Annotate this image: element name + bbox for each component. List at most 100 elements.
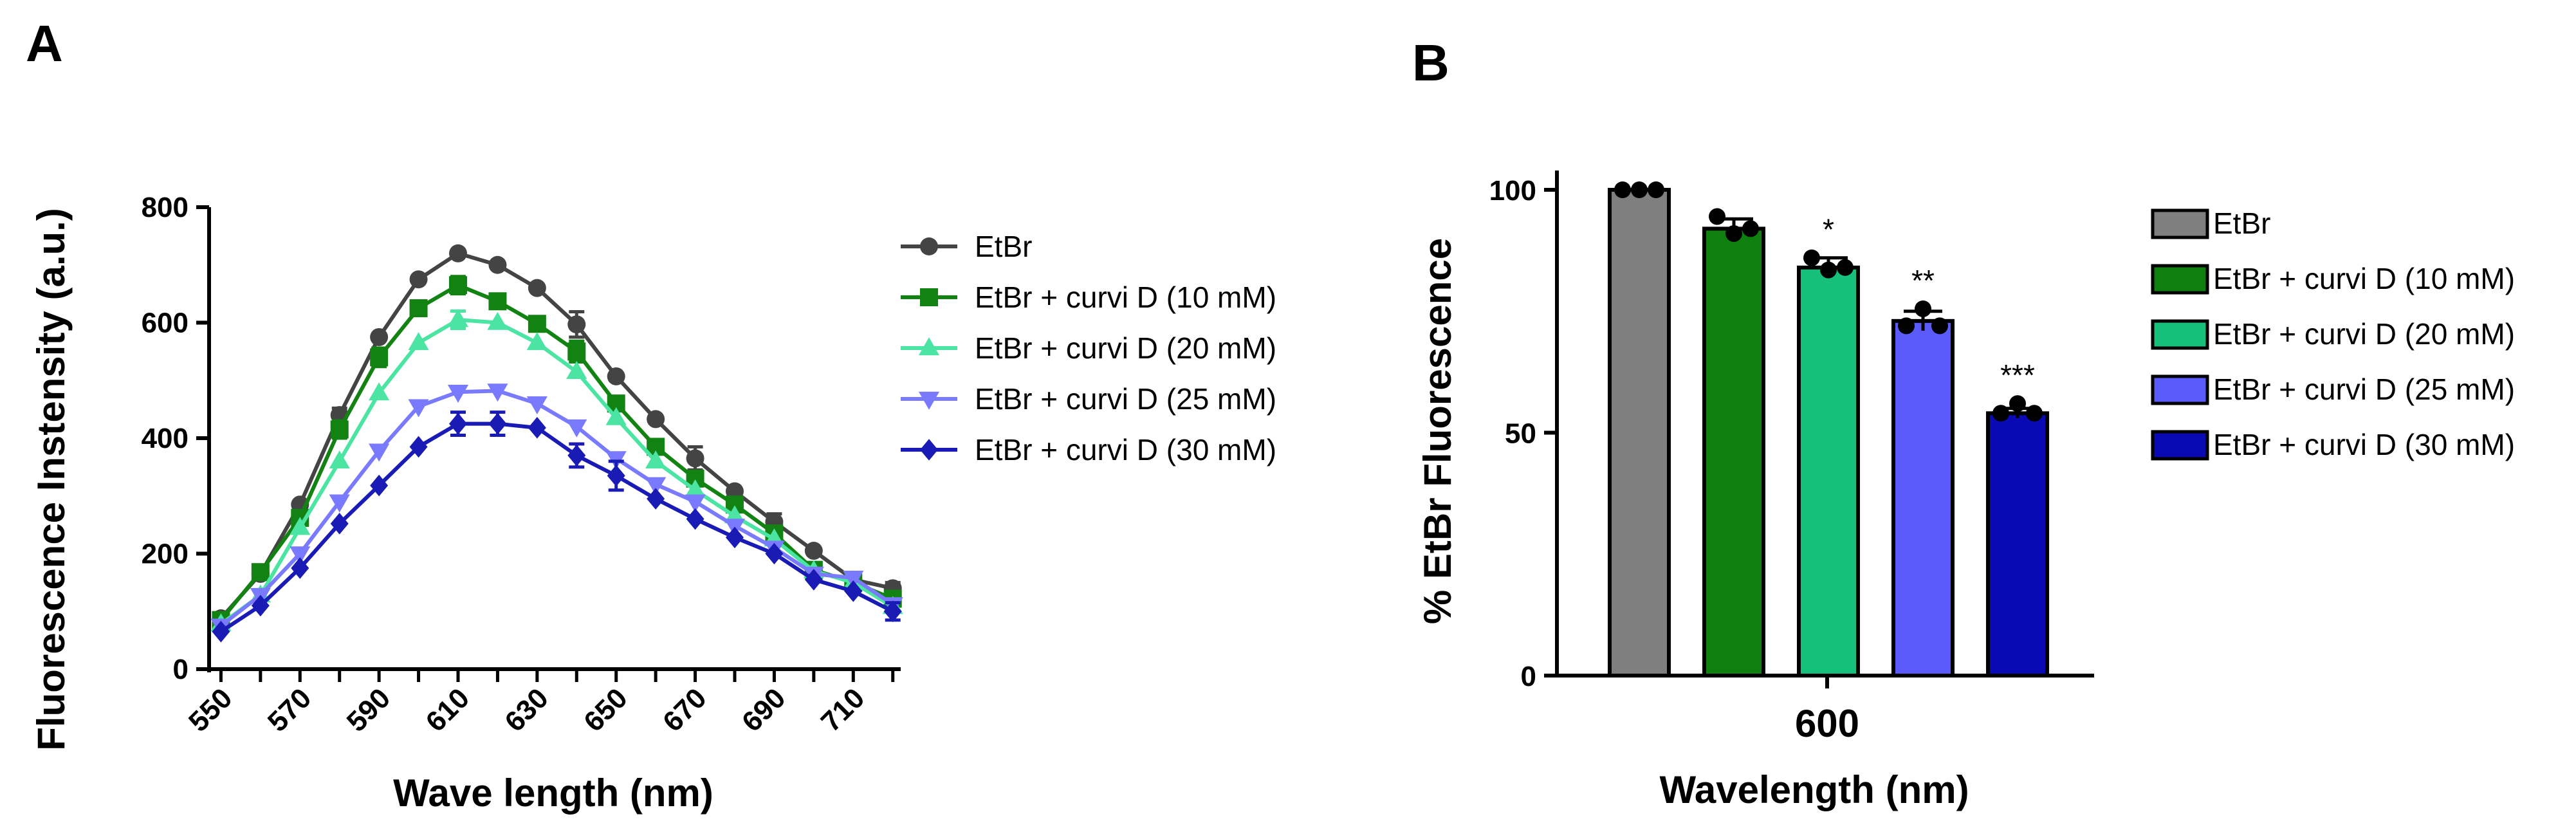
panel-a-data-point bbox=[290, 546, 311, 565]
panel-a-data-point bbox=[447, 309, 469, 327]
panel-a-data-point bbox=[487, 311, 508, 330]
panel-b-legend-label: EtBr + curvi D (10 mM) bbox=[2213, 262, 2515, 295]
panel-b-y-tick-label: 100 bbox=[1489, 175, 1536, 207]
panel-a-data-point bbox=[844, 580, 863, 602]
panel-b-legend-label: EtBr + curvi D (30 mM) bbox=[2213, 428, 2515, 461]
panel-b-data-point bbox=[1992, 405, 2009, 422]
panel-a-data-point bbox=[528, 279, 546, 297]
panel-b-legend-label: EtBr + curvi D (25 mM) bbox=[2213, 373, 2515, 406]
panel-a-data-point bbox=[409, 436, 428, 458]
panel-b-ylabel: % EtBr Fluorescence bbox=[1416, 238, 1459, 624]
panel-b-data-point bbox=[1837, 259, 1854, 276]
panel-a-data-point bbox=[607, 367, 625, 385]
panel-a-data-point bbox=[330, 420, 349, 439]
panel-b-y-tick-label: 0 bbox=[1521, 661, 1536, 692]
panel-b-data-point bbox=[1742, 220, 1759, 237]
panel-a-series-line bbox=[219, 421, 894, 634]
panel-b-significance-label: * bbox=[1823, 213, 1834, 246]
panel-a-y-tick-label: 800 bbox=[142, 192, 189, 223]
panel-a-data-point bbox=[487, 383, 508, 402]
panel-a-data-point bbox=[647, 410, 665, 429]
panel-a-legend-marker bbox=[920, 439, 938, 461]
panel-a-data-point bbox=[804, 569, 823, 591]
panel-a-y-tick-label: 600 bbox=[142, 308, 189, 339]
panel-a-data-point bbox=[566, 360, 587, 379]
panel-b-group-label: 600 bbox=[1795, 702, 1859, 745]
panel-a-data-point bbox=[605, 407, 627, 425]
panel-a-data-point bbox=[843, 570, 864, 589]
panel-a-data-point bbox=[329, 450, 350, 469]
panel-a-data-point bbox=[449, 412, 467, 435]
panel-b-significance-label: *** bbox=[2000, 358, 2035, 392]
panel-a-legend-marker bbox=[918, 337, 940, 356]
panel-a-data-point bbox=[409, 299, 428, 318]
panel-a-data-point bbox=[370, 348, 389, 367]
panel-b-data-point bbox=[2026, 405, 2043, 422]
panel-a-data-point bbox=[409, 270, 428, 289]
panel-a-x-tick-label: 590 bbox=[341, 682, 397, 738]
panel-a-x-tick-label: 610 bbox=[420, 682, 476, 738]
panel-b-bar bbox=[1608, 188, 1671, 678]
panel-b-bar bbox=[1986, 411, 2049, 678]
panel-a-data-point bbox=[765, 542, 784, 565]
panel-b-bar bbox=[1797, 265, 1860, 678]
panel-a-data-point bbox=[370, 474, 389, 497]
panel-b-data-point bbox=[1648, 181, 1664, 198]
panel-a-data-point bbox=[329, 494, 350, 513]
panel-b-bar bbox=[1891, 318, 1955, 678]
panel-a-data-point bbox=[330, 513, 349, 535]
panel-b-significance-label: ** bbox=[1911, 264, 1935, 297]
panel-a-data-point bbox=[567, 342, 586, 361]
panel-a-data-point bbox=[291, 557, 309, 579]
panel-b-legend: EtBr EtBr + curvi D (10 mM) EtBr + curvi D… bbox=[2151, 207, 2515, 461]
panel-a-data-point bbox=[567, 315, 586, 334]
panel-a-data-point bbox=[290, 517, 311, 535]
panel-a-data-point bbox=[526, 396, 547, 414]
panel-a-legend-marker bbox=[920, 237, 938, 255]
panel-b-legend-swatch bbox=[2151, 430, 2209, 461]
panel-b-legend-swatch bbox=[2151, 319, 2209, 350]
panel-b-data-point bbox=[1614, 181, 1631, 198]
panel-b-data-point bbox=[1820, 261, 1837, 279]
panel-a-data-point bbox=[212, 620, 230, 643]
panel-a-data-point bbox=[447, 385, 469, 403]
panel-a-data-point bbox=[369, 443, 390, 462]
panel-b-xlabel: Wavelength (nm) bbox=[1659, 768, 1969, 811]
panel-a-data-point bbox=[685, 494, 706, 513]
panel-a-data-point bbox=[726, 526, 744, 549]
panel-a-data-point bbox=[528, 417, 546, 439]
panel-a-y-tick-label: 200 bbox=[142, 539, 189, 570]
panel-a-data-point bbox=[488, 255, 507, 274]
panel-a-data-point bbox=[804, 542, 823, 560]
panel-a-data-point bbox=[645, 477, 667, 495]
panel-a-legend-label: EtBr + curvi D (20 mM) bbox=[975, 331, 1276, 365]
panel-b-label: B bbox=[1412, 34, 1449, 91]
panel-a-data-point bbox=[645, 450, 667, 469]
panel-a-x-tick-label: 550 bbox=[183, 682, 239, 738]
panel-a-legend-label: EtBr + curvi D (10 mM) bbox=[975, 281, 1276, 314]
panel-a-data-point bbox=[526, 332, 547, 351]
panel-a-y-tick-label: 400 bbox=[142, 423, 189, 454]
panel-a-xlabel: Wave length (nm) bbox=[393, 771, 713, 815]
panel-a-data-point bbox=[370, 327, 389, 346]
panel-a-x-tick-label: 570 bbox=[262, 682, 318, 738]
panel-a-ylabel: Fluorescence Instensity (a.u.) bbox=[30, 208, 73, 751]
panel-b-data-point bbox=[1631, 181, 1648, 198]
panel-b-data-point bbox=[1898, 317, 1915, 335]
panel-a-legend-marker bbox=[920, 288, 938, 306]
panel-a-legend-label: EtBr + curvi D (25 mM) bbox=[975, 382, 1276, 416]
panel-a-label: A bbox=[26, 15, 63, 72]
panel-a-x-tick-label: 710 bbox=[815, 682, 871, 738]
panel-a-data-point bbox=[528, 315, 546, 333]
panel-a-data-point bbox=[408, 332, 429, 351]
panel-a-x-tick-label: 690 bbox=[736, 682, 792, 738]
panel-a-data-point bbox=[251, 563, 270, 582]
panel-b-legend-swatch bbox=[2151, 208, 2209, 239]
panel-b-data-point bbox=[1709, 208, 1725, 225]
panel-a-legend-marker bbox=[918, 391, 940, 410]
panel-a-legend-label: EtBr bbox=[975, 230, 1032, 263]
panel-a-data-point bbox=[251, 595, 270, 617]
panel-a-plot: 0 200 400 600 800 550 570 590 610 630 650 670 690 710 bbox=[142, 192, 903, 738]
